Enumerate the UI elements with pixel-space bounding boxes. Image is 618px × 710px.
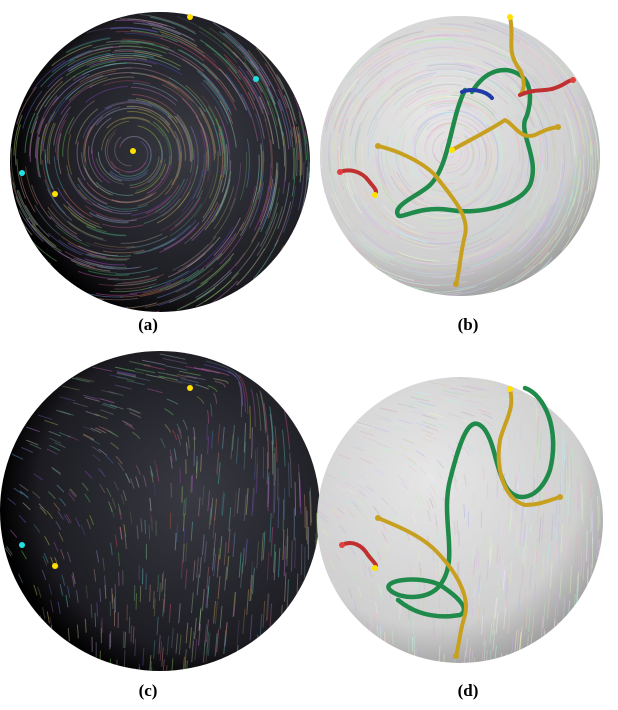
streamline — [481, 511, 482, 527]
streamline — [301, 544, 302, 576]
panel-label: (b) — [458, 315, 479, 334]
streamline — [295, 482, 296, 516]
streamline — [389, 637, 390, 651]
streamline — [117, 660, 118, 677]
streamline — [592, 537, 593, 569]
streamline — [465, 556, 466, 573]
streamline — [119, 572, 120, 586]
streamline — [124, 650, 125, 667]
streamline — [380, 638, 381, 652]
panel-label: (d) — [458, 681, 479, 700]
streamline — [556, 622, 558, 648]
sphere — [0, 351, 320, 671]
streamline — [95, 613, 96, 627]
sphere — [317, 377, 603, 663]
streamline — [131, 625, 132, 642]
streamline — [250, 406, 251, 439]
streamline — [438, 660, 439, 678]
streamline — [275, 482, 276, 513]
streamline — [375, 634, 376, 647]
streamline — [457, 520, 458, 534]
streamline — [115, 584, 116, 598]
streamline — [304, 494, 305, 528]
panel-label: (c) — [139, 681, 158, 700]
streamline — [134, 668, 135, 686]
streamline — [410, 611, 411, 625]
streamline — [145, 520, 146, 534]
streamline — [505, 654, 507, 676]
streamline — [461, 661, 462, 680]
streamline — [123, 631, 124, 647]
streamline — [463, 662, 464, 681]
streamline — [392, 631, 393, 645]
streamline — [125, 632, 126, 649]
streamline — [587, 531, 588, 562]
streamline — [569, 484, 570, 516]
streamline — [283, 499, 284, 531]
streamline — [305, 547, 306, 579]
streamline — [275, 447, 276, 481]
figure: (a) (b) (c) (d) — [0, 0, 618, 710]
streamline — [473, 494, 474, 508]
streamline — [112, 588, 113, 602]
streamline — [129, 617, 130, 633]
panel-label: (a) — [138, 315, 158, 334]
streamline — [295, 537, 296, 568]
